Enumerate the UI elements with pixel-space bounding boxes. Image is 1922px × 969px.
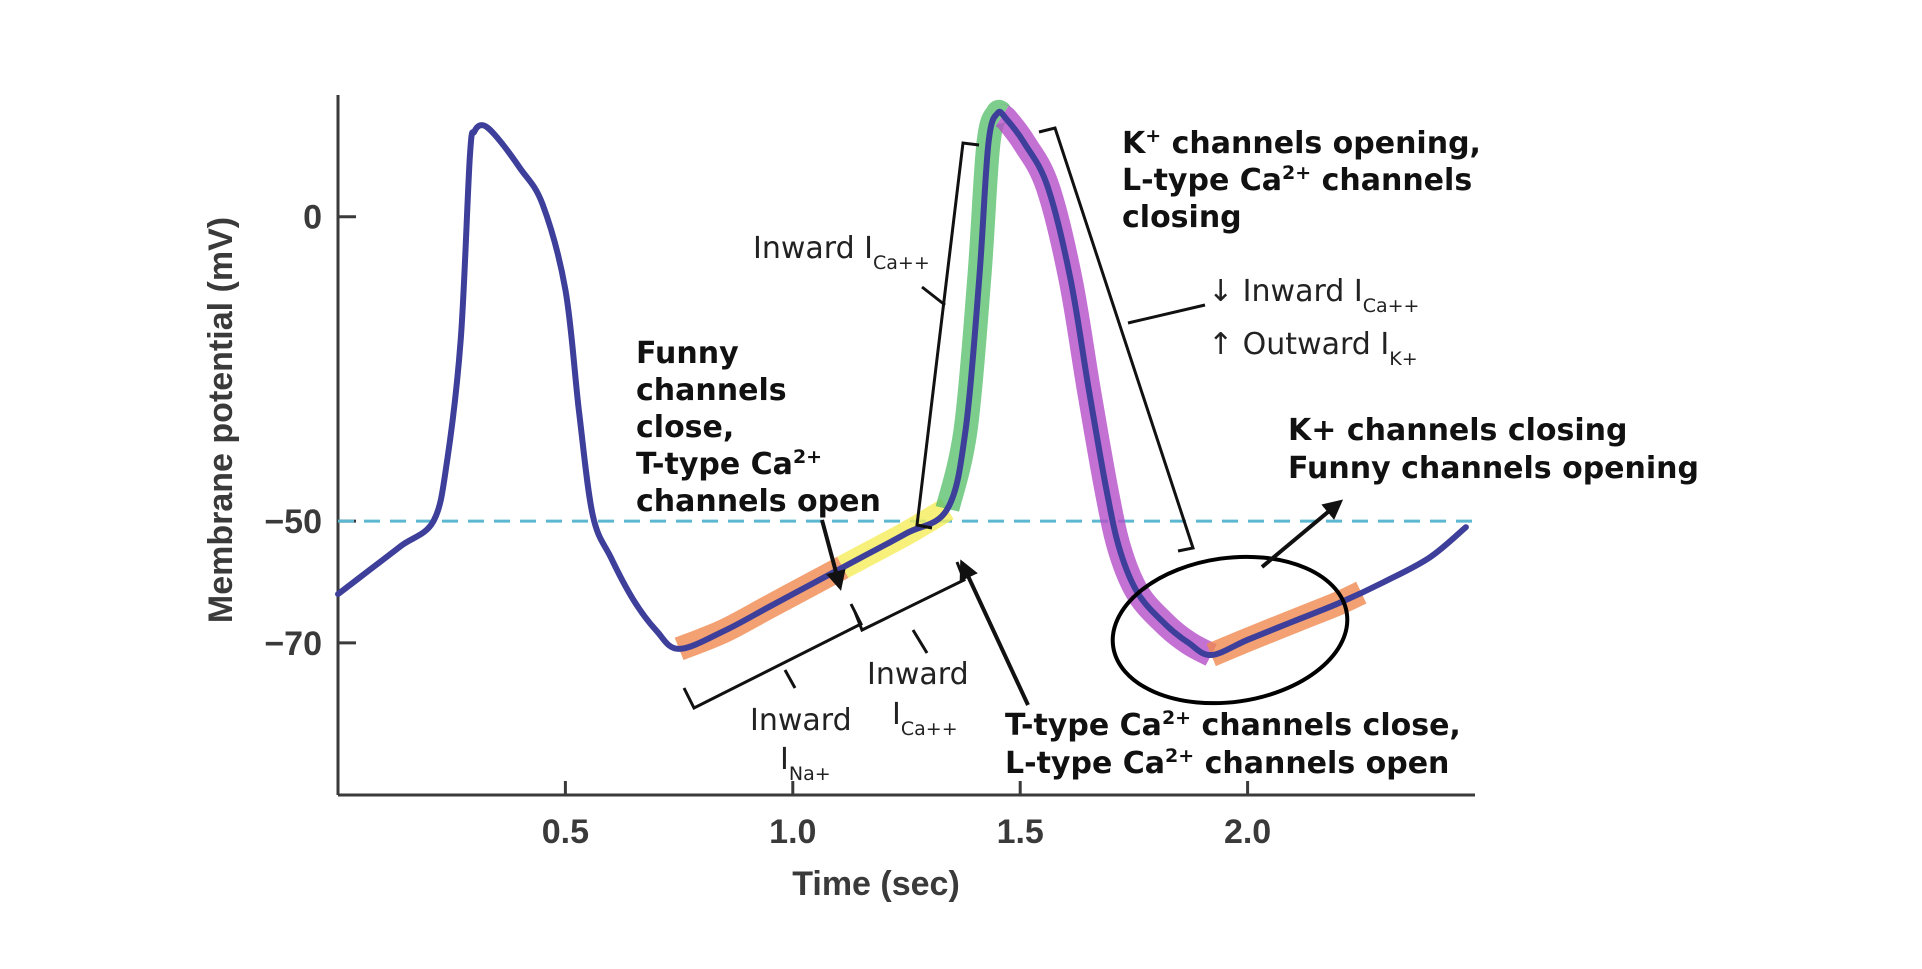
down-inward-ca-label: ↓ Inward ICa++ (1208, 274, 1419, 317)
bracket-leader-na (783, 669, 797, 689)
bracket-inward-na (682, 603, 864, 711)
k-opening-annotation: K+ channels opening, L-type Ca2+ channel… (1122, 125, 1491, 235)
x-tick-label-0: 0.5 (542, 813, 589, 851)
x-tick-label-2: 1.5 (997, 813, 1044, 851)
y-axis-label: Membrane potential (mV) (202, 217, 240, 623)
bracket-repolarization (1038, 126, 1195, 553)
bracket-leader-ca (911, 629, 929, 654)
x-axis-label: Time (sec) (792, 865, 960, 903)
t-type-close-annotation: T-type Ca2+ channels close, L-type Ca2+ … (1005, 707, 1471, 781)
membrane-potential-trace (335, 108, 1469, 658)
bracket-inward-ca (853, 561, 966, 633)
x-tick-label-1: 1.0 (769, 813, 816, 851)
inward-na-label: Inward INa+ (750, 703, 861, 785)
up-outward-k-label: ↑ Outward IK+ (1208, 327, 1418, 370)
arrow-k-closing (1260, 499, 1344, 569)
funny-close-annotation: Funny channels close, T-type Ca2+ channe… (636, 336, 881, 519)
inward-ca-label-top: Inward ICa++ (753, 231, 930, 274)
x-tick-label-3: 2.0 (1224, 813, 1271, 851)
bracket-leader-inward-ca (921, 285, 946, 307)
arrow-funny-close (820, 519, 846, 591)
annotation-brackets (682, 126, 1206, 711)
inward-ca-label-bottom: Inward ICa++ (867, 657, 978, 740)
axis-ticks: 0.5 1.0 1.5 2.0 0 −50 −70 (264, 199, 1271, 851)
y-tick-label-2: −70 (264, 625, 322, 663)
bracket-leader-outward-k (1127, 303, 1206, 325)
y-tick-label-0: 0 (303, 199, 322, 237)
annotation-arrows (820, 499, 1344, 706)
funny-current-ellipse (1110, 554, 1350, 706)
arrow-t-type-close (959, 559, 1030, 706)
k-closing-annotation: K+ channels closing Funny channels openi… (1288, 413, 1699, 486)
y-tick-label-1: −50 (264, 503, 322, 541)
annotations: K+ channels opening, L-type Ca2+ channel… (636, 125, 1699, 785)
bracket-depolarization (915, 141, 980, 530)
